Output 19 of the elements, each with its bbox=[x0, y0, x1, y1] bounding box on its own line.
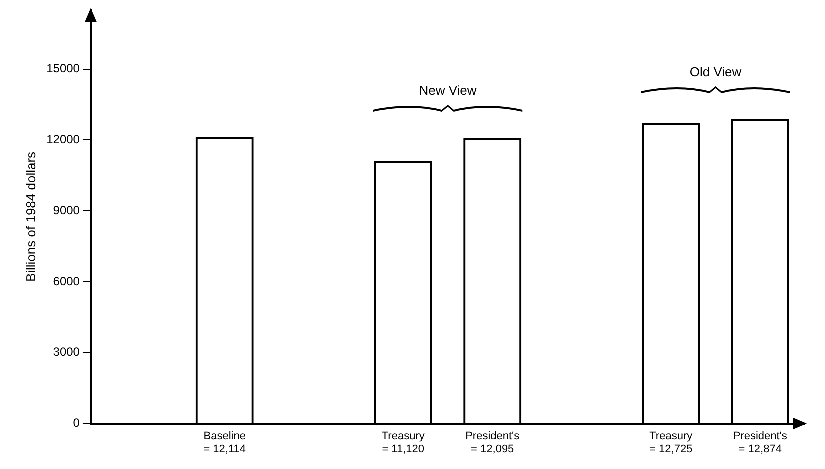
x-tick-label: Treasury bbox=[382, 430, 426, 442]
x-tick-label: President's bbox=[733, 430, 788, 442]
y-axis-title: Billions of 1984 dollars bbox=[23, 151, 38, 282]
data-label: = 12,874 bbox=[738, 443, 782, 456]
annotation: Old View bbox=[690, 64, 742, 80]
x-tick-label: Treasury bbox=[650, 430, 694, 442]
x-tick-label: President's bbox=[466, 430, 520, 442]
x-tick-label: Baseline bbox=[204, 430, 246, 442]
y-tick-label: 15000 bbox=[46, 62, 80, 76]
data-label: = 12,095 bbox=[471, 443, 514, 456]
y-tick-label: 6000 bbox=[53, 274, 80, 288]
data-label: = 11,120 bbox=[382, 443, 425, 456]
data-label: = 12,725 bbox=[650, 443, 693, 456]
annotation: New View bbox=[419, 83, 478, 98]
data-label: = 12,114 bbox=[204, 443, 246, 456]
y-tick-label: 12000 bbox=[46, 132, 80, 146]
y-tick-label: 3000 bbox=[53, 345, 80, 360]
y-tick-label: 0 bbox=[73, 416, 80, 430]
y-tick-label: 9000 bbox=[53, 203, 80, 218]
